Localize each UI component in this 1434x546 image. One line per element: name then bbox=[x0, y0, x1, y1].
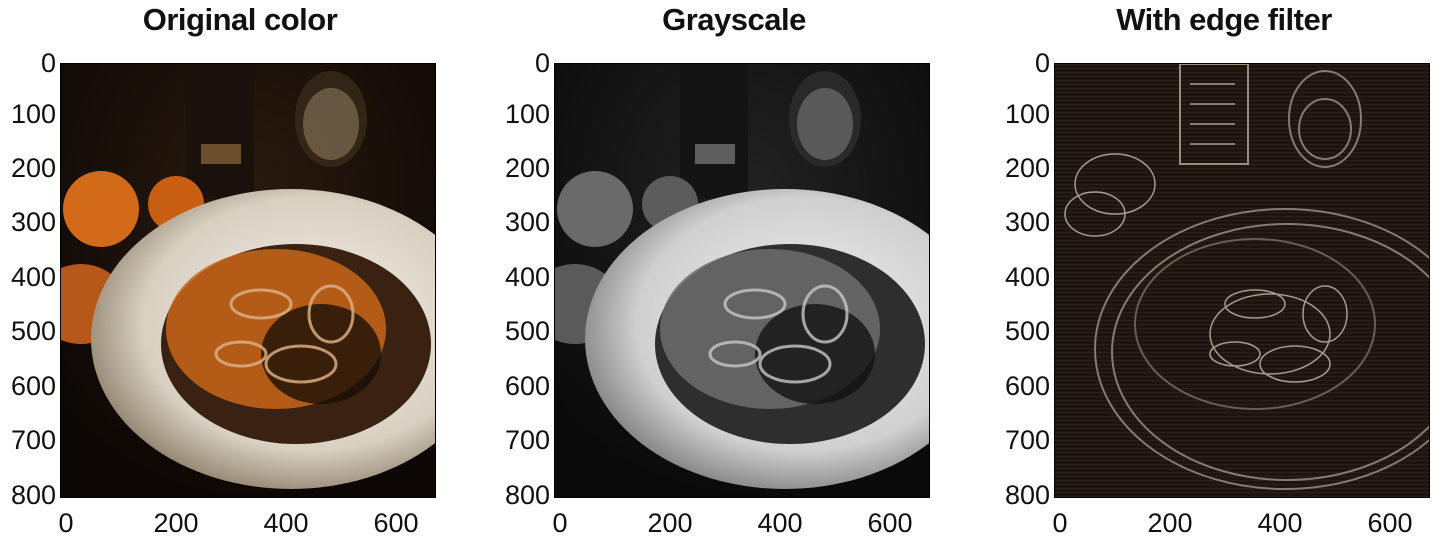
y-tick-label: 700 bbox=[504, 425, 550, 455]
y-tick-label: 0 bbox=[40, 48, 56, 78]
x-tick-label: 600 bbox=[1367, 508, 1413, 538]
image-grayscale bbox=[554, 63, 930, 498]
y-tick-label: 800 bbox=[504, 480, 550, 510]
y-tick-label: 700 bbox=[1004, 425, 1050, 455]
image-original-color bbox=[60, 63, 436, 498]
x-tick-label: 0 bbox=[58, 508, 74, 538]
y-tick-label: 300 bbox=[10, 207, 56, 237]
y-tick-label: 400 bbox=[504, 262, 550, 292]
y-tick-label: 600 bbox=[1004, 371, 1050, 401]
y-tick-label: 800 bbox=[1004, 480, 1050, 510]
x-tick-label: 0 bbox=[552, 508, 568, 538]
panel-title: Grayscale bbox=[662, 2, 806, 37]
y-tick-label: 500 bbox=[1004, 316, 1050, 346]
x-tick-label: 400 bbox=[263, 508, 309, 538]
x-tick-label: 400 bbox=[757, 508, 803, 538]
y-tick-label: 200 bbox=[504, 153, 550, 183]
y-tick-label: 100 bbox=[1004, 99, 1050, 129]
y-tick-label: 600 bbox=[10, 371, 56, 401]
y-tick-label: 300 bbox=[1004, 207, 1050, 237]
x-tick-label: 200 bbox=[1147, 508, 1193, 538]
x-tick-label: 400 bbox=[1257, 508, 1303, 538]
x-tick-label: 200 bbox=[153, 508, 199, 538]
panel-title: With edge filter bbox=[1116, 2, 1332, 37]
y-tick-label: 700 bbox=[10, 425, 56, 455]
y-tick-label: 600 bbox=[504, 371, 550, 401]
x-tick-label: 0 bbox=[1052, 508, 1068, 538]
y-tick-label: 100 bbox=[504, 99, 550, 129]
panel-grayscale: Grayscale bbox=[494, 0, 934, 546]
y-tick-label: 200 bbox=[10, 153, 56, 183]
y-tick-label: 100 bbox=[10, 99, 56, 129]
y-tick-label: 800 bbox=[10, 480, 56, 510]
y-tick-label: 0 bbox=[534, 48, 550, 78]
x-tick-label: 200 bbox=[647, 508, 693, 538]
y-tick-label: 200 bbox=[1004, 153, 1050, 183]
panel-title: Original color bbox=[142, 2, 338, 37]
y-tick-label: 400 bbox=[1004, 262, 1050, 292]
y-tick-label: 400 bbox=[10, 262, 56, 292]
panel-edge-filter: With edge filter bbox=[994, 0, 1434, 546]
y-tick-label: 500 bbox=[504, 316, 550, 346]
image-edge-filter bbox=[1054, 63, 1430, 498]
panel-original-color: Original color bbox=[0, 0, 440, 546]
x-tick-label: 600 bbox=[373, 508, 419, 538]
y-tick-label: 0 bbox=[1034, 48, 1050, 78]
y-tick-label: 300 bbox=[504, 207, 550, 237]
y-tick-label: 500 bbox=[10, 316, 56, 346]
x-tick-label: 600 bbox=[867, 508, 913, 538]
